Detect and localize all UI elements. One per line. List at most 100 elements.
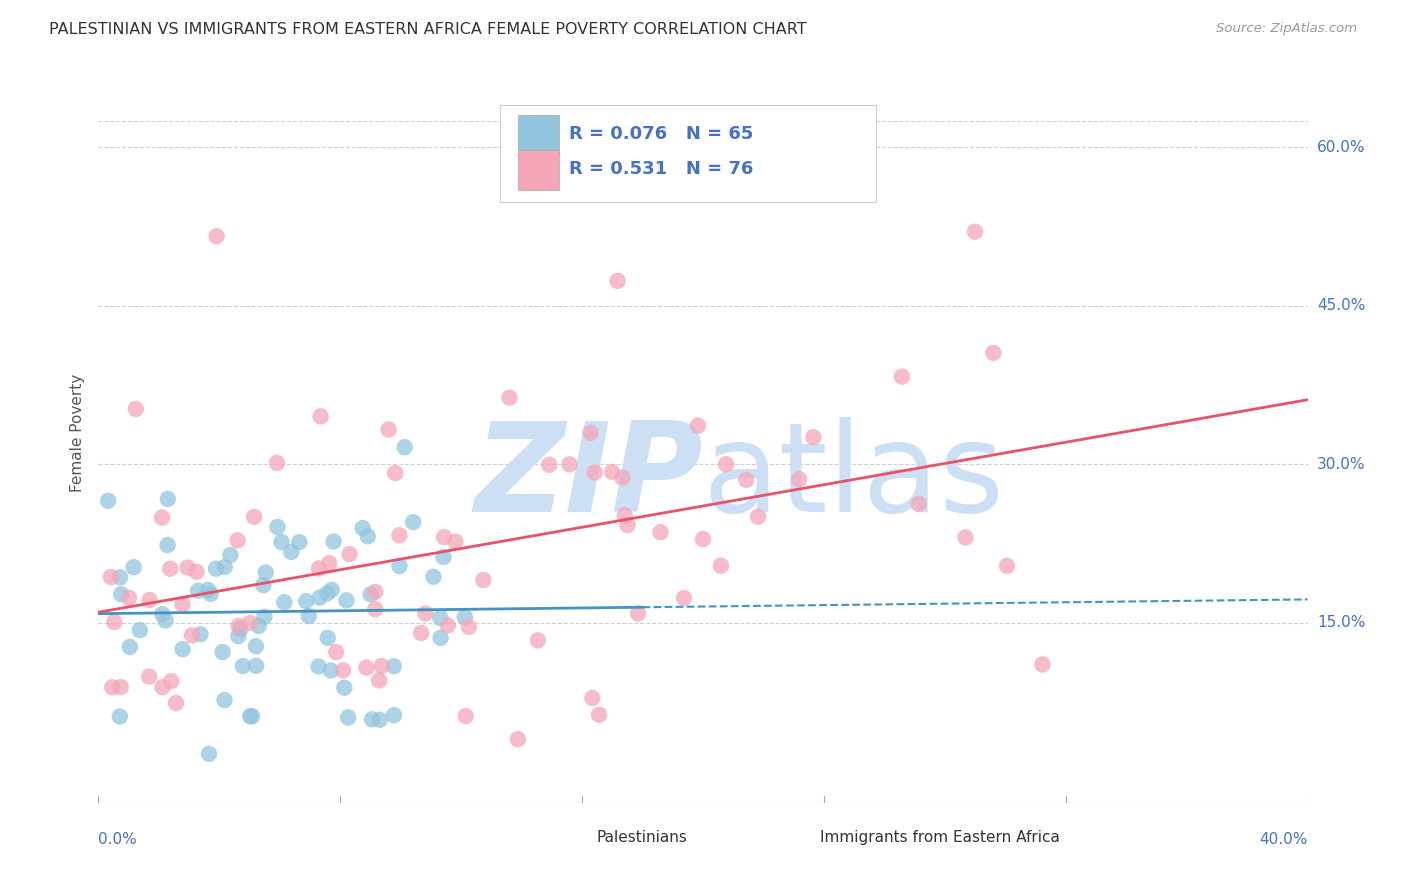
Point — [583, 466, 606, 480]
Point — [402, 515, 425, 529]
Point — [612, 470, 634, 484]
Point — [388, 528, 411, 542]
Point — [352, 521, 374, 535]
Point — [538, 458, 561, 472]
Point — [415, 607, 437, 621]
Point — [152, 680, 174, 694]
Point — [103, 615, 125, 629]
Point — [155, 614, 177, 628]
Point — [280, 545, 302, 559]
Point — [253, 610, 276, 624]
Point — [219, 548, 242, 562]
Point — [333, 681, 356, 695]
Text: 45.0%: 45.0% — [1317, 298, 1365, 313]
Point — [319, 664, 342, 678]
Text: 60.0%: 60.0% — [1317, 139, 1365, 154]
Point — [266, 520, 288, 534]
Point — [165, 696, 187, 710]
Point — [955, 531, 977, 545]
Point — [527, 633, 550, 648]
Point — [891, 369, 914, 384]
Point — [360, 587, 382, 601]
Text: Immigrants from Eastern Africa: Immigrants from Eastern Africa — [820, 830, 1060, 845]
Point — [232, 659, 254, 673]
Point — [558, 457, 581, 471]
Point — [322, 534, 344, 549]
Point — [190, 627, 212, 641]
Text: PALESTINIAN VS IMMIGRANTS FROM EASTERN AFRICA FEMALE POVERTY CORRELATION CHART: PALESTINIAN VS IMMIGRANTS FROM EASTERN A… — [49, 22, 807, 37]
Point — [138, 593, 160, 607]
Point — [172, 598, 194, 612]
Point — [160, 674, 183, 689]
Point — [335, 593, 357, 607]
Point — [429, 631, 451, 645]
Point — [100, 570, 122, 584]
Point — [581, 691, 603, 706]
Point — [382, 708, 405, 723]
Point — [361, 712, 384, 726]
Point — [118, 591, 141, 605]
Point — [288, 535, 311, 549]
Point — [325, 645, 347, 659]
Point — [226, 629, 249, 643]
Point — [316, 586, 339, 600]
Point — [181, 628, 204, 642]
Point — [432, 549, 454, 564]
Point — [983, 346, 1005, 360]
Point — [368, 673, 391, 688]
Point — [588, 707, 610, 722]
Point — [110, 587, 132, 601]
Point — [692, 171, 714, 186]
Point — [240, 709, 263, 723]
Text: Palestinians: Palestinians — [596, 830, 688, 845]
Point — [454, 610, 477, 624]
Point — [309, 409, 332, 424]
Text: 40.0%: 40.0% — [1260, 832, 1308, 847]
Point — [627, 607, 650, 621]
Text: ZIP: ZIP — [474, 417, 703, 538]
Point — [579, 425, 602, 440]
Point — [186, 565, 208, 579]
Point — [384, 466, 406, 480]
Point — [245, 658, 267, 673]
Point — [228, 619, 250, 633]
Point — [388, 559, 411, 574]
Point — [498, 391, 520, 405]
Point — [787, 472, 810, 486]
FancyBboxPatch shape — [517, 115, 560, 155]
Point — [394, 440, 416, 454]
Point — [197, 582, 219, 597]
Point — [907, 497, 929, 511]
Point — [454, 709, 477, 723]
Point — [243, 509, 266, 524]
Text: 15.0%: 15.0% — [1317, 615, 1365, 631]
Text: Source: ZipAtlas.com: Source: ZipAtlas.com — [1216, 22, 1357, 36]
Point — [118, 640, 141, 654]
Point — [382, 659, 405, 673]
Point — [150, 510, 173, 524]
Point — [318, 556, 340, 570]
Point — [437, 618, 460, 632]
Text: R = 0.531   N = 76: R = 0.531 N = 76 — [569, 160, 754, 178]
FancyBboxPatch shape — [773, 825, 814, 850]
Point — [214, 693, 236, 707]
FancyBboxPatch shape — [550, 825, 591, 850]
Point — [308, 591, 330, 605]
Point — [273, 595, 295, 609]
Point — [239, 615, 262, 630]
Point — [364, 602, 387, 616]
Point — [101, 680, 124, 694]
Point — [156, 538, 179, 552]
Point — [270, 535, 292, 549]
Point — [159, 562, 181, 576]
Point — [377, 423, 399, 437]
Point — [686, 418, 709, 433]
Point — [370, 659, 392, 673]
Point — [205, 562, 228, 576]
Point — [710, 558, 733, 573]
Point — [672, 591, 695, 605]
Point — [176, 560, 198, 574]
Point — [308, 561, 330, 575]
Point — [354, 660, 377, 674]
Point — [211, 645, 233, 659]
